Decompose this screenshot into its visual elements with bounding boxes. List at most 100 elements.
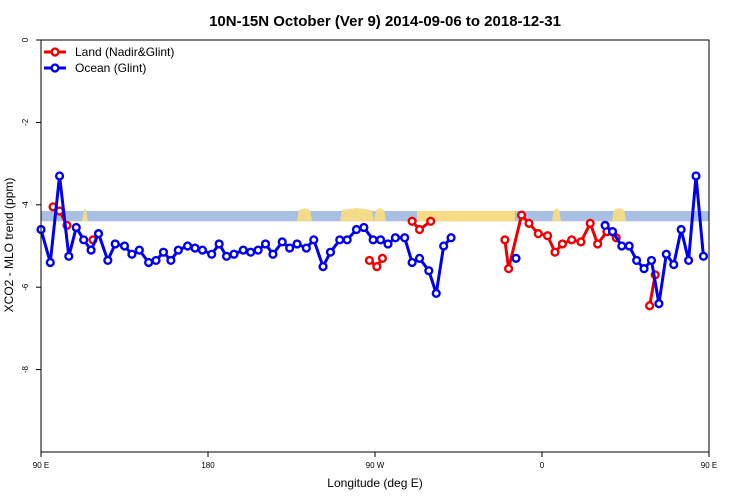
series-1-point-65 [691,171,701,181]
series-1-point-36 [325,247,336,257]
series-0 [48,202,660,311]
series-1-point-61 [661,249,671,259]
legend-label-0: Land (Nadir&Glint) [75,45,174,59]
series-1-point-25 [238,245,248,255]
y-tick-label-0: 0 [21,37,30,42]
series-0-point-11 [504,264,514,274]
series-0-point-15 [542,231,553,241]
band-overlay-0 [82,207,88,222]
legend-marker-1 [50,63,60,73]
x-tick-label-1: 180 [201,461,215,470]
band-overlay-2 [340,207,374,222]
series-0-point-7 [407,216,417,226]
series-0-point-24 [645,301,655,311]
band-overlay-4 [552,207,561,222]
series-1-point-24 [229,249,239,259]
series-1-point-8 [103,255,113,266]
series-0-point-19 [576,237,586,247]
series-1-point-63 [676,224,686,235]
y-tick-label-1: -2 [21,118,30,126]
series-1-point-10 [119,241,130,251]
chart-title: 10N-15N October (Ver 9) 2014-09-06 to 20… [209,13,561,30]
series-1-point-16 [166,255,176,266]
y-axis-label: XCO2 - MLO trend (ppm) [2,178,16,313]
series-1-point-35 [318,262,328,272]
series-1-point-39 [351,224,362,235]
series-1-point-38 [342,235,352,245]
series-1-point-60 [654,299,664,309]
series-0-point-12 [516,210,527,220]
series-1-point-29 [268,249,278,259]
series-1-point-41 [368,235,378,245]
y-tick-label-3: -6 [21,283,30,291]
series-1-point-3 [64,251,74,261]
series-1-point-50 [439,241,449,251]
series-1-point-56 [624,241,634,251]
series-1-point-18 [182,241,193,251]
series-1-point-37 [335,235,345,245]
series-1-point-58 [639,264,649,274]
series-1-point-22 [214,239,224,249]
band-overlay-main [417,210,515,222]
series-1-point-4 [71,222,81,233]
series-0-point-8 [414,224,425,235]
series-1-point-43 [383,239,393,249]
series-1-point-54 [607,226,618,237]
series-1-point-52 [511,253,521,263]
legend: Land (Nadir&Glint) Ocean (Glint) [44,45,174,75]
series-1-point-21 [207,249,217,259]
series-1-point-47 [414,253,425,263]
series-0-point-10 [500,235,510,245]
series-1-point-42 [375,235,386,245]
series-0-point-9 [426,216,436,226]
x-tick-label-2: 90 W [366,461,385,470]
series-1-point-59 [646,255,657,266]
series-1-point-14 [151,255,161,266]
series-1-point-32 [292,239,302,249]
series-1-point-15 [158,247,169,257]
series-1-point-17 [173,245,183,255]
series-0-point-17 [557,239,568,249]
series-1-point-62 [669,259,679,270]
series-1-point-9 [110,239,120,249]
series-1-point-57 [632,255,642,266]
y-tick-label-4: -8 [21,365,30,373]
series-1-point-28 [260,239,271,249]
series-0-point-6 [377,253,388,263]
series-1-point-26 [246,247,256,257]
x-tick-label-0: 90 E [33,461,49,470]
series-1-point-1 [45,257,55,268]
series-0-point-4 [364,255,375,266]
series-1 [36,171,709,309]
series-1-point-2 [54,171,65,181]
series-0-point-21 [593,239,603,249]
series-1-point-30 [277,237,287,247]
series-1-point-46 [407,257,417,268]
series-1-point-19 [190,243,200,253]
series-1-point-64 [683,255,694,266]
legend-marker-0 [50,47,60,57]
series-1-point-51 [446,233,456,243]
series-0-point-16 [550,247,560,257]
series-1-point-23 [221,251,232,261]
series-0-point-5 [372,262,382,272]
series-0-point-13 [524,218,534,228]
series-1-point-34 [309,235,319,245]
x-tick-label-4: 90 E [701,461,717,470]
series-1-point-33 [301,243,311,253]
series-1-point-53 [600,220,610,231]
series-1-point-44 [390,233,401,243]
series-1-point-20 [197,245,208,255]
series-1-point-27 [253,245,263,255]
legend-label-1: Ocean (Glint) [75,61,146,75]
axes: 90 E 180 90 W 0 90 E 0 -2 -4 -6 -8 [21,37,717,470]
series-1-point-11 [127,249,137,259]
series-1-point-55 [617,241,627,251]
series-0-point-14 [533,229,543,239]
band-overlay-3 [374,207,386,222]
reference-band [41,207,709,222]
series-layer [36,171,709,311]
series-1-point-31 [285,243,295,253]
series-1-point-66 [698,251,709,261]
